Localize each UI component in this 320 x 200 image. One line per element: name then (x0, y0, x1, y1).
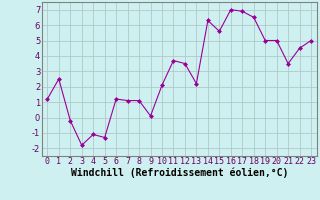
X-axis label: Windchill (Refroidissement éolien,°C): Windchill (Refroidissement éolien,°C) (70, 168, 288, 178)
